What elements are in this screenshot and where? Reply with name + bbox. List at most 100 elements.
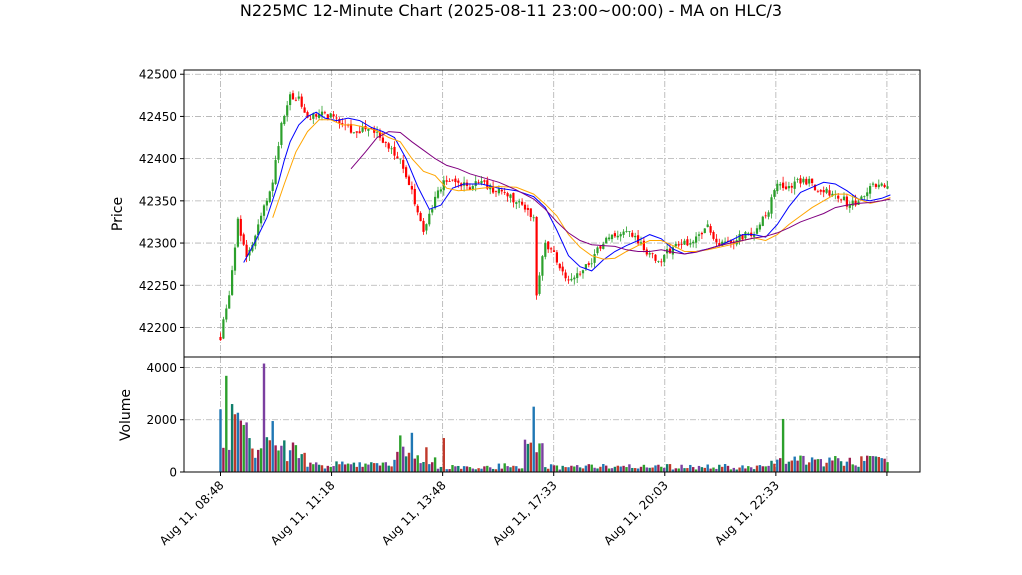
volume-bar — [431, 462, 434, 472]
candle-body — [567, 279, 570, 281]
volume-bar — [564, 467, 567, 472]
volume-bar — [494, 469, 498, 472]
volume-bar — [781, 418, 785, 472]
candle-body — [628, 231, 631, 232]
candle-body — [535, 216, 538, 296]
x-tick-label: Aug 11, 20:03 — [601, 478, 671, 548]
candle-body — [271, 182, 274, 191]
volume-bar — [465, 466, 469, 472]
candle-body — [851, 200, 854, 206]
candle-body — [416, 205, 419, 213]
chart-title: N225MC 12-Minute Chart (2025-08-11 23:00… — [240, 1, 782, 20]
candle-body — [642, 240, 645, 251]
price-tick-label: 42500 — [139, 68, 177, 82]
volume-bar — [718, 464, 721, 472]
candle-body — [770, 197, 773, 214]
volume-bar — [486, 465, 489, 472]
volume-bar — [239, 420, 242, 472]
volume-bar — [787, 461, 791, 472]
volume-bar — [529, 442, 532, 472]
volume-bar — [744, 468, 747, 472]
candle-body — [434, 196, 437, 209]
candle-body — [236, 218, 239, 247]
volume-bar — [584, 465, 588, 472]
volume-bar — [436, 468, 440, 472]
price-tick-label: 42200 — [139, 321, 177, 335]
volume-bar — [663, 467, 666, 472]
candle-body — [625, 231, 628, 232]
volume-bar — [518, 468, 521, 472]
candle-body — [718, 243, 721, 246]
candle-body — [451, 179, 454, 181]
candle-body — [309, 118, 312, 120]
volume-bar — [286, 461, 289, 472]
volume-bar — [520, 468, 524, 472]
candle-body — [863, 196, 866, 198]
volume-bar — [222, 447, 225, 472]
candle-body — [373, 128, 376, 133]
candle-body — [755, 228, 759, 234]
candle-body — [523, 204, 527, 210]
volume-bar — [576, 465, 579, 472]
volume-bar — [834, 456, 837, 472]
volume-bar — [692, 467, 695, 472]
candle-body — [822, 190, 825, 193]
volume-bar — [752, 469, 756, 472]
volume-bar — [236, 412, 240, 472]
volume-bar — [477, 468, 480, 472]
volume-tick-label: 4000 — [146, 361, 177, 375]
candle-body — [776, 183, 779, 192]
candle-body — [283, 116, 286, 125]
volume-bar — [491, 468, 495, 472]
volume-bar — [773, 463, 776, 472]
volume-bar — [599, 466, 602, 472]
volume-bar — [274, 445, 277, 472]
price-y-axis: 42200 42250 42300 42350 42400 42450 42500 — [139, 68, 184, 335]
volume-bar — [767, 465, 770, 472]
candle-body — [471, 186, 474, 190]
volume-bar — [660, 466, 663, 472]
volume-bar — [842, 465, 846, 472]
volume-bar — [291, 442, 295, 472]
volume-bar — [259, 448, 263, 472]
candle-body — [738, 234, 741, 241]
ma-line — [350, 131, 891, 255]
volume-bar — [352, 462, 356, 472]
candle-body — [245, 244, 248, 258]
volume-bar — [344, 464, 347, 472]
volume-bar — [471, 468, 474, 472]
volume-bar — [625, 467, 628, 472]
volume-bar — [747, 466, 750, 472]
candle-body — [721, 241, 724, 246]
candle-body — [782, 182, 785, 188]
volume-bar — [776, 459, 779, 472]
volume-bar — [779, 458, 782, 472]
volume-bar — [329, 466, 332, 472]
volume-bar — [886, 462, 889, 472]
candle-body — [454, 178, 457, 183]
candle-body — [715, 238, 718, 243]
candle-body — [483, 180, 486, 182]
candle-body — [518, 201, 521, 203]
candle-body — [538, 275, 541, 294]
volume-bar — [819, 459, 822, 472]
candle-body — [509, 194, 512, 198]
volume-bar — [428, 464, 431, 472]
volume-bar — [297, 458, 300, 472]
volume-bar — [813, 459, 817, 472]
candle-body — [358, 131, 361, 134]
volume-bar — [816, 459, 820, 472]
volume-bar — [265, 437, 269, 472]
candle-body — [724, 241, 727, 243]
candle-body — [376, 131, 379, 133]
volume-bar — [648, 467, 651, 472]
candle-body — [335, 117, 338, 119]
candle-body — [796, 179, 799, 180]
volume-bar — [381, 462, 385, 472]
candle-body — [257, 224, 260, 236]
volume-bar — [451, 465, 454, 472]
candle-body — [315, 114, 318, 117]
volume-bar — [251, 448, 254, 472]
volume-bar — [225, 375, 228, 472]
candle-body — [436, 190, 440, 198]
